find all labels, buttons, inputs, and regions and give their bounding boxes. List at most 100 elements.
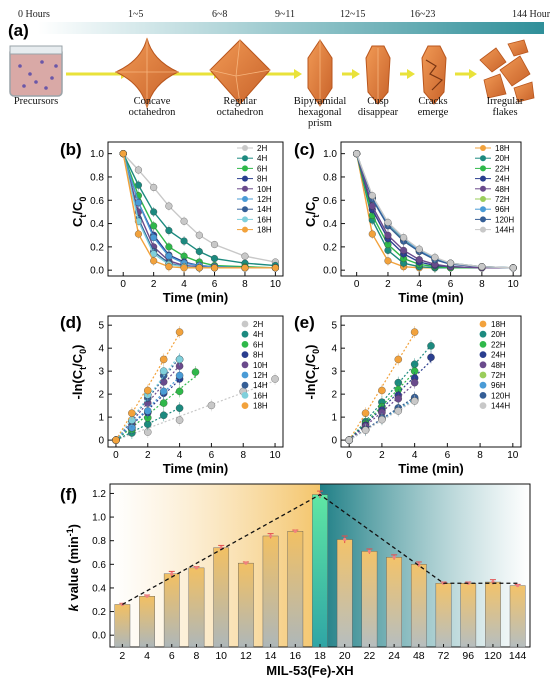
data-point xyxy=(368,192,376,200)
bar xyxy=(114,604,131,648)
crack-line xyxy=(425,59,444,91)
legend-label: 144H xyxy=(491,402,510,411)
legend-label: 8H xyxy=(257,175,267,184)
panel-f: (f) 0.00.20.40.60.81.01.22 4 6 8 10 12 14 16 18 2… xyxy=(60,483,531,678)
data-point xyxy=(175,328,184,336)
legend-marker xyxy=(241,381,249,389)
panel-a-label: (a) xyxy=(8,21,29,40)
y-tick-label: 4 xyxy=(98,344,104,355)
plot-frame xyxy=(340,141,522,277)
y-axis-label-part: ) xyxy=(66,524,81,528)
y-tick-label: 0.6 xyxy=(323,196,337,207)
x-tick-label: 12 xyxy=(240,650,252,662)
legend-label: 144H xyxy=(495,226,514,235)
crystal-edge xyxy=(235,39,241,77)
legend-marker xyxy=(242,175,248,182)
y-tick-label: 0.8 xyxy=(90,172,104,183)
x-tick-label: 2 xyxy=(151,279,157,290)
data-point xyxy=(175,404,184,412)
data-point xyxy=(427,342,435,350)
y-axis-label-part: ) xyxy=(70,345,85,349)
time-gradient-bar xyxy=(38,22,544,34)
panel-d-label: (d) xyxy=(60,313,82,332)
legend-marker xyxy=(242,196,248,202)
legend-label: 18H xyxy=(491,320,506,329)
precursor-dot xyxy=(28,72,32,76)
precursor-dot xyxy=(44,86,48,90)
legend-label: 10H xyxy=(257,185,272,194)
data-point xyxy=(165,227,173,235)
data-point xyxy=(394,407,403,415)
series-16H xyxy=(112,353,184,444)
data-point xyxy=(384,231,392,239)
legend-label: 4H xyxy=(253,330,263,339)
data-point xyxy=(150,233,158,242)
legend-marker xyxy=(241,330,249,338)
bar-top-marker xyxy=(145,594,149,598)
legend-label: 20H xyxy=(495,154,510,163)
data-point xyxy=(165,202,173,210)
x-tick-label: 4 xyxy=(412,450,418,461)
panel-f-label: (f) xyxy=(60,485,77,504)
legend-label: 22H xyxy=(491,340,506,349)
precursor-dot xyxy=(40,60,44,64)
stage-name-line: Irregular xyxy=(487,96,524,107)
data-point xyxy=(180,237,188,245)
data-point xyxy=(478,263,486,271)
data-point xyxy=(410,378,419,387)
y-axis-label: Ct/C0 xyxy=(70,197,88,227)
panel-c: (c) 0 2 4 6 8 10 0.0 0.2 0.4 0.6 0.8 1.0 Time (min) C… xyxy=(294,140,522,305)
x-tick-label: 48 xyxy=(413,650,425,662)
data-point xyxy=(150,183,158,191)
timeline-label: 6~8 xyxy=(212,9,227,20)
data-point xyxy=(112,436,120,444)
timeline-label: 0 Hours xyxy=(18,9,50,20)
data-point xyxy=(271,264,279,272)
data-point xyxy=(191,368,200,376)
bar xyxy=(238,562,254,648)
x-tick-label: 6 xyxy=(448,279,454,290)
x-tick-label: 10 xyxy=(270,279,282,290)
data-point xyxy=(509,264,517,272)
panel-a: (a) 0 Hours 1~5 6~8 9~11 12~15 16~23 144 Hours… xyxy=(8,9,550,129)
stage-name-line: Cracks xyxy=(418,96,447,107)
legend-label: 48H xyxy=(495,185,510,194)
legend-label: 10H xyxy=(253,361,268,370)
bar xyxy=(188,567,205,648)
octahedron-icon xyxy=(209,39,271,105)
y-axis-label-part: ) xyxy=(303,345,318,349)
legend-label: 20H xyxy=(491,330,506,339)
bar-top-marker xyxy=(516,583,520,588)
timeline-label: 144 Hours xyxy=(512,9,550,20)
x-tick-label: 8 xyxy=(240,450,246,461)
bar xyxy=(213,547,230,648)
x-tick-label: 6 xyxy=(445,450,451,461)
data-point xyxy=(241,252,249,260)
series-20H xyxy=(345,339,435,444)
bar xyxy=(386,557,402,648)
data-point xyxy=(368,230,376,238)
data-point xyxy=(394,394,403,403)
legend-marker xyxy=(241,320,249,328)
data-point xyxy=(400,246,408,254)
legend-marker xyxy=(242,185,248,192)
data-point xyxy=(144,386,152,395)
bar xyxy=(435,583,452,648)
data-point xyxy=(384,218,392,226)
bar xyxy=(460,583,477,648)
data-point xyxy=(159,387,168,396)
fit-line xyxy=(348,360,432,441)
data-point xyxy=(394,355,403,364)
series-18H xyxy=(112,326,184,444)
data-point xyxy=(128,409,136,417)
stage-name: Cracks emerge xyxy=(418,96,449,118)
plot-frame xyxy=(340,315,522,448)
series-6H xyxy=(112,366,200,444)
legend-marker xyxy=(480,185,486,192)
data-point xyxy=(415,245,423,253)
x-tick-label: 10 xyxy=(269,450,281,461)
fit-line xyxy=(115,333,181,441)
legend-label: 120H xyxy=(495,215,514,224)
